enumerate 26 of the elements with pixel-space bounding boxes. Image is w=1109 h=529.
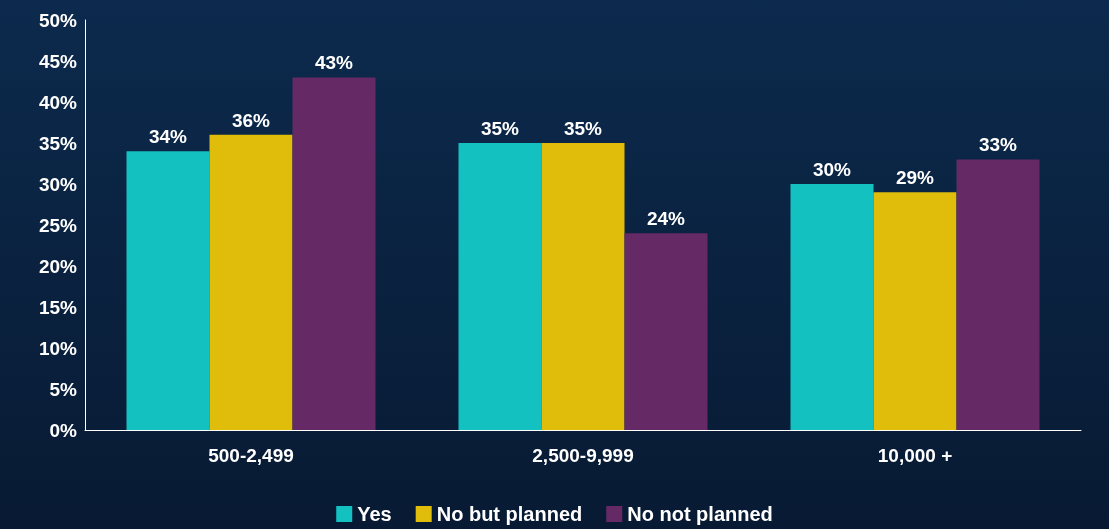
y-tick-label: 35% <box>38 132 78 154</box>
y-tick-label: 5% <box>49 378 78 400</box>
y-tick-label: 45% <box>38 50 78 72</box>
y-tick-label: 40% <box>38 91 78 113</box>
x-tick-label: 2,500-9,999 <box>532 445 634 466</box>
x-tick-label: 10,000 + <box>877 445 953 466</box>
y-tick-label: 10% <box>38 337 78 359</box>
y-tick-label: 50% <box>38 9 78 31</box>
data-label: 33% <box>978 134 1018 156</box>
y-tick-label: 30% <box>38 173 78 195</box>
data-label: 43% <box>314 52 354 74</box>
y-tick-label: 15% <box>38 296 78 318</box>
y-tick-label: 20% <box>38 255 78 277</box>
y-tick-label: 0% <box>49 419 78 441</box>
legend-label: No but planned <box>436 503 583 525</box>
legend-label: No not planned <box>627 503 773 525</box>
data-label: 30% <box>812 159 852 180</box>
data-label: 24% <box>646 208 686 230</box>
data-label: 36% <box>231 109 271 131</box>
legend-label: Yes <box>357 503 392 525</box>
data-label: 29% <box>895 167 935 189</box>
data-label: 35% <box>480 118 520 139</box>
data-label: 35% <box>563 118 603 139</box>
y-tick-label: 25% <box>38 214 78 236</box>
data-label: 34% <box>148 126 188 148</box>
x-tick-label: 500-2,499 <box>208 445 294 466</box>
